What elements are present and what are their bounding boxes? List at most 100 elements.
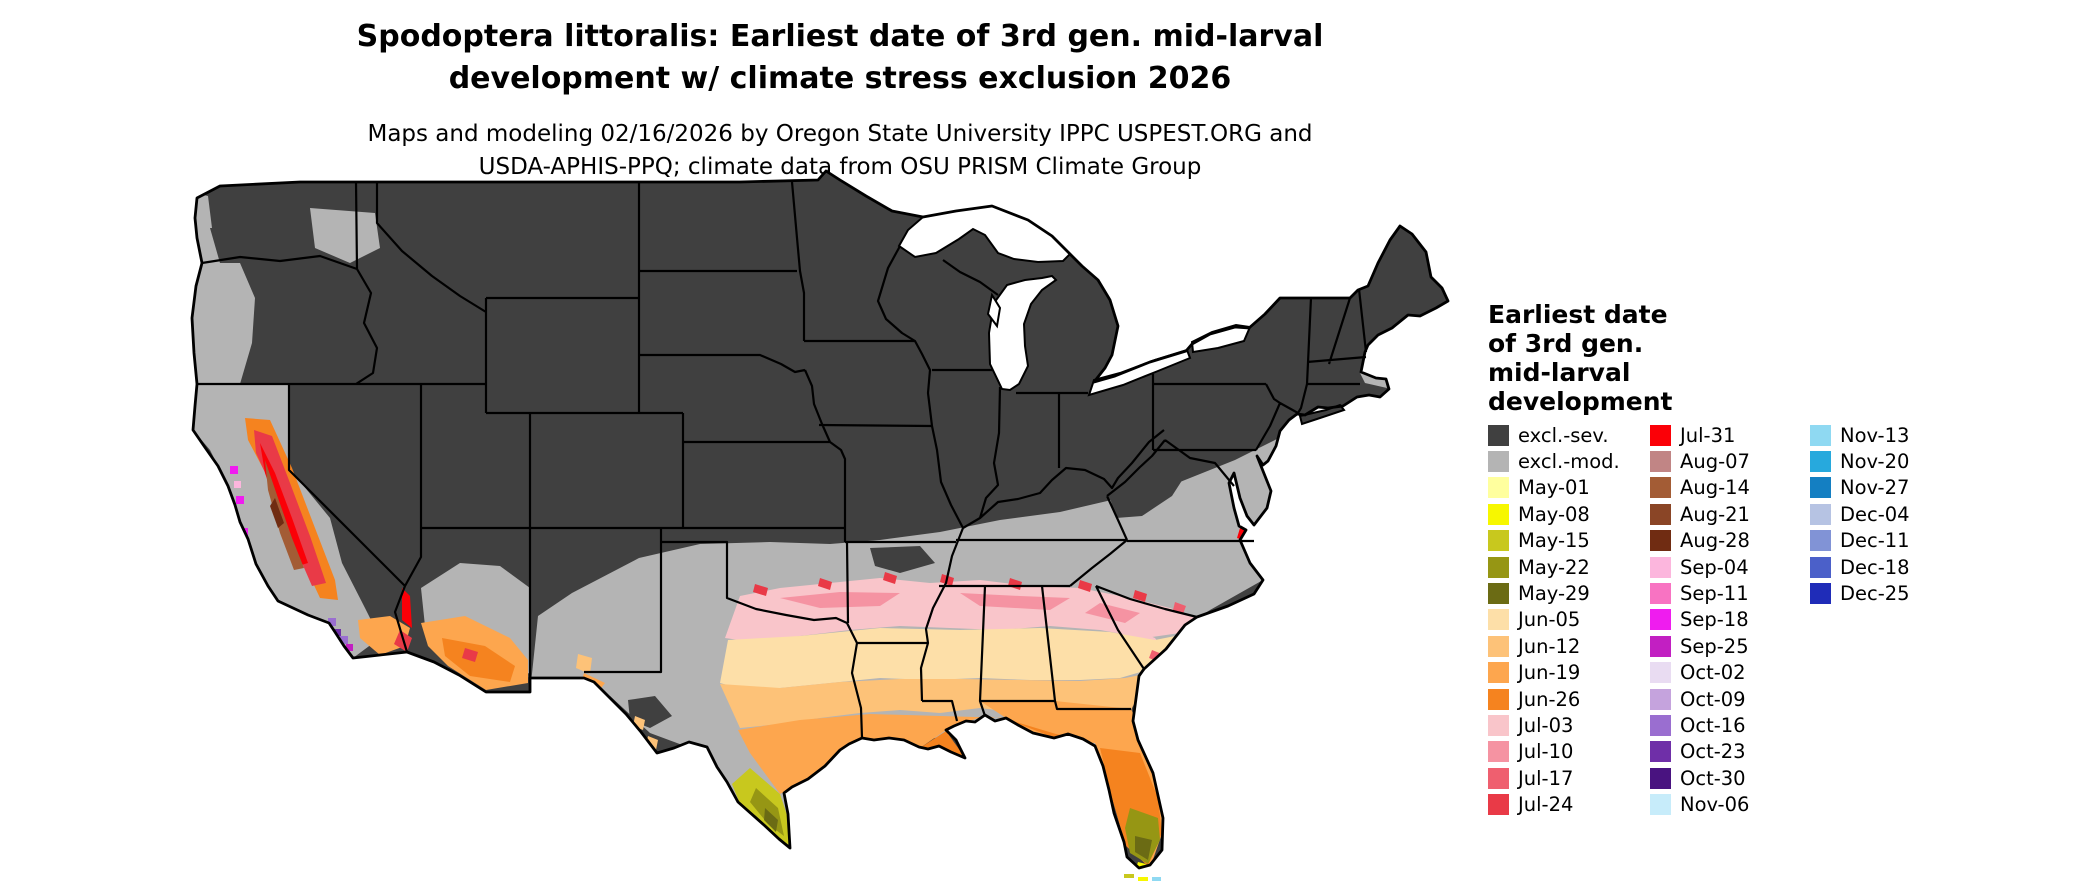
legend-item: Jul-03 bbox=[1488, 712, 1620, 738]
legend-item: Oct-09 bbox=[1650, 686, 1750, 712]
legend-label: Nov-20 bbox=[1840, 450, 1910, 474]
legend-label: Jul-24 bbox=[1518, 793, 1574, 817]
legend-label: Jul-03 bbox=[1518, 713, 1574, 737]
legend-item: Jun-12 bbox=[1488, 633, 1620, 659]
legend-swatch bbox=[1488, 503, 1509, 525]
legend-swatch bbox=[1650, 635, 1671, 657]
page-title: Spodoptera littoralis: Earliest date of … bbox=[0, 16, 1680, 100]
legend-item: excl.-mod. bbox=[1488, 448, 1620, 474]
keys-speck-cyan bbox=[1152, 877, 1161, 881]
us-map bbox=[190, 169, 1450, 881]
legend-column-2: Jul-31 Aug-07 Aug-14 Aug-21 Aug-28 Sep-0… bbox=[1650, 422, 1750, 818]
legend-item: Oct-30 bbox=[1650, 765, 1750, 791]
map-subtitle: Maps and modeling 02/16/2026 by Oregon S… bbox=[0, 118, 1680, 184]
legend-swatch bbox=[1488, 556, 1509, 578]
legend-item: Oct-23 bbox=[1650, 739, 1750, 765]
legend-item: Sep-18 bbox=[1650, 607, 1750, 633]
region-jun19-areas bbox=[358, 616, 1164, 868]
region-may22-areas bbox=[750, 788, 1160, 864]
legend-item: Dec-18 bbox=[1810, 554, 1910, 580]
legend-swatch bbox=[1488, 477, 1509, 499]
legend-item: Sep-11 bbox=[1650, 580, 1750, 606]
title-line-2: development w/ climate stress exclusion … bbox=[448, 61, 1232, 96]
legend-column-1: excl.-sev. excl.-mod. May-01 May-08 May-… bbox=[1488, 422, 1620, 818]
legend-swatch bbox=[1488, 451, 1509, 473]
subtitle-line-2: USDA-APHIS-PPQ; climate data from OSU PR… bbox=[478, 154, 1202, 180]
legend-item: May-08 bbox=[1488, 501, 1620, 527]
region-jul17-specks bbox=[1149, 602, 1186, 662]
keys-speck-olive bbox=[1124, 874, 1134, 878]
keys-speck-yellow bbox=[1138, 877, 1148, 881]
legend-swatch bbox=[1488, 767, 1509, 789]
legend-label: May-22 bbox=[1518, 555, 1590, 579]
legend-label: Dec-18 bbox=[1840, 555, 1910, 579]
legend-label: Oct-30 bbox=[1680, 766, 1746, 790]
legend-item: Dec-04 bbox=[1810, 501, 1910, 527]
legend-label: Aug-07 bbox=[1680, 450, 1750, 474]
legend-swatch bbox=[1488, 794, 1509, 816]
region-sep04-speck bbox=[234, 481, 241, 488]
legend-label: Oct-02 bbox=[1680, 661, 1746, 685]
legend-label: Dec-11 bbox=[1840, 529, 1910, 553]
legend-item: Jul-10 bbox=[1488, 739, 1620, 765]
legend-item: Jun-26 bbox=[1488, 686, 1620, 712]
legend-swatch bbox=[1488, 609, 1509, 631]
legend-swatch bbox=[1650, 688, 1671, 710]
legend-swatch bbox=[1810, 424, 1831, 446]
legend-swatch bbox=[1810, 556, 1831, 578]
legend-label: Jul-31 bbox=[1680, 423, 1736, 447]
legend-label: excl.-sev. bbox=[1518, 423, 1609, 447]
legend-label: Sep-18 bbox=[1680, 608, 1749, 632]
legend-title: Earliest date of 3rd gen. mid-larval dev… bbox=[1488, 300, 2048, 416]
legend-label: Aug-21 bbox=[1680, 502, 1750, 526]
legend-label: Jun-19 bbox=[1518, 661, 1581, 685]
choropleth-regions bbox=[192, 171, 1448, 868]
legend-swatch bbox=[1810, 451, 1831, 473]
legend-title-line-3: mid-larval bbox=[1488, 358, 1631, 387]
legend-label: May-15 bbox=[1518, 529, 1590, 553]
legend-label: Jul-17 bbox=[1518, 766, 1574, 790]
legend-label: May-29 bbox=[1518, 582, 1590, 606]
legend-swatch bbox=[1488, 635, 1509, 657]
us-outline bbox=[190, 169, 1450, 870]
region-jun12-band bbox=[576, 654, 1150, 750]
legend-label: Nov-06 bbox=[1680, 793, 1750, 817]
florida-keys bbox=[1124, 874, 1161, 881]
title-line-1: Spodoptera littoralis: Earliest date of … bbox=[356, 19, 1324, 54]
legend-swatch bbox=[1650, 714, 1671, 736]
long-island bbox=[1298, 403, 1346, 426]
legend-swatch bbox=[1650, 424, 1671, 446]
state-borders bbox=[197, 181, 1368, 739]
legend-label: Jun-05 bbox=[1518, 608, 1581, 632]
legend-title-line-2: of 3rd gen. bbox=[1488, 329, 1644, 358]
region-may29-areas bbox=[764, 808, 1152, 860]
legend-swatch bbox=[1650, 794, 1671, 816]
legend-item: Oct-16 bbox=[1650, 712, 1750, 738]
legend-label: excl.-mod. bbox=[1518, 450, 1620, 474]
legend-item: Sep-04 bbox=[1650, 554, 1750, 580]
region-excluded-severe bbox=[192, 171, 1448, 868]
legend-item: Nov-27 bbox=[1810, 475, 1910, 501]
green-bay bbox=[986, 292, 1002, 329]
legend-swatch bbox=[1650, 451, 1671, 473]
legend-swatch bbox=[1488, 424, 1509, 446]
region-excluded-moderate-northwest bbox=[192, 193, 380, 384]
legend-item: Aug-21 bbox=[1650, 501, 1750, 527]
legend-label: Nov-27 bbox=[1840, 476, 1910, 500]
legend-item: Jun-05 bbox=[1488, 607, 1620, 633]
lake-ontario bbox=[1190, 323, 1252, 354]
legend-item: Dec-11 bbox=[1810, 528, 1910, 554]
legend-item: Jun-19 bbox=[1488, 660, 1620, 686]
legend-swatch bbox=[1810, 477, 1831, 499]
legend-label: Nov-13 bbox=[1840, 423, 1910, 447]
legend-label: May-01 bbox=[1518, 476, 1590, 500]
legend-item: Jul-17 bbox=[1488, 765, 1620, 791]
legend-item: May-15 bbox=[1488, 528, 1620, 554]
legend-swatch bbox=[1650, 583, 1671, 605]
legend-label: Aug-14 bbox=[1680, 476, 1750, 500]
legend-swatch bbox=[1650, 662, 1671, 684]
legend-swatch bbox=[1650, 741, 1671, 763]
legend-item: Nov-13 bbox=[1810, 422, 1910, 448]
legend-item: May-01 bbox=[1488, 475, 1620, 501]
legend-swatch bbox=[1650, 767, 1671, 789]
